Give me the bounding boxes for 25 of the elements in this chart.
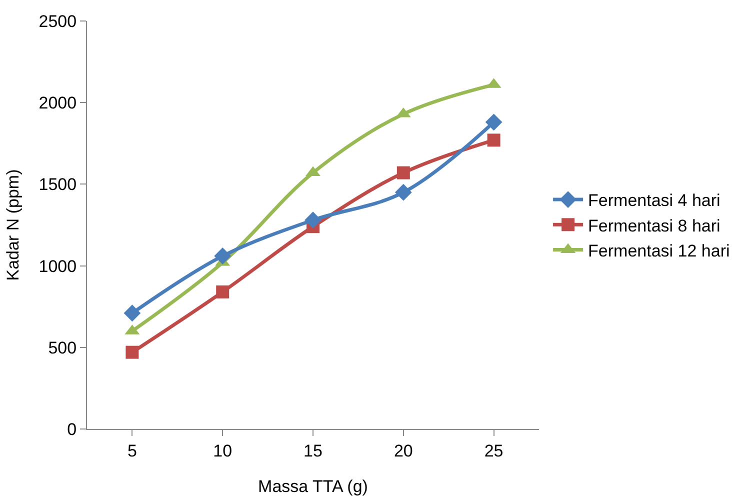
point [487,134,500,147]
x-tick-label: 20 [394,441,413,460]
legend-label: Fermentasi 4 hari [588,191,720,210]
x-tick-label: 15 [304,441,322,460]
point [396,166,410,180]
y-tick-label: 1000 [38,256,77,276]
y-axis-title: Kadar N (ppm) [3,169,22,281]
point [485,114,502,131]
y-tick-label: 500 [48,338,77,358]
point [124,304,141,322]
y-tick-label: 1500 [38,175,77,194]
point [394,184,412,201]
legend-label: Fermentasi 12 hari [588,241,730,260]
point [304,212,322,229]
x-tick-label: 10 [213,441,232,460]
x-tick-label: 25 [484,441,504,460]
x-axis-title: Massa TTA (g) [258,476,368,496]
point [126,346,139,359]
y-tick-label: 0 [67,420,77,439]
y-tick-label: 2500 [38,12,77,31]
legend-label: Fermentasi 8 hari [588,216,720,236]
x-tick-label: 5 [127,441,137,460]
point [216,285,230,298]
point [214,248,232,264]
y-tick-label: 2000 [38,94,77,113]
